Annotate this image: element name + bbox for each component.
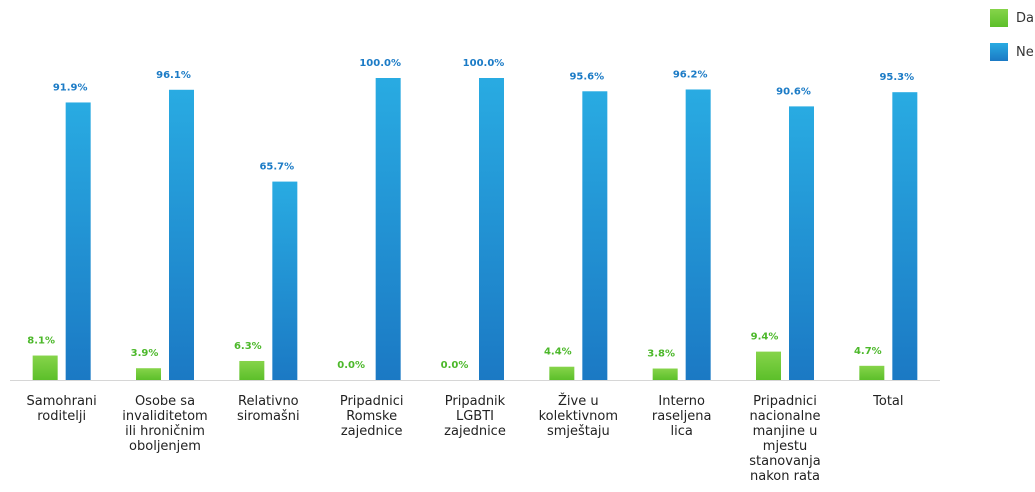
data-label-da-7: 9.4% bbox=[751, 332, 779, 343]
data-label-ne-7: 90.6% bbox=[776, 86, 811, 97]
category-label-line: siromašni bbox=[237, 409, 300, 424]
bar-da-1[interactable] bbox=[136, 368, 161, 380]
data-label-ne-8: 95.3% bbox=[879, 72, 914, 83]
category-label-line: Pripadnici bbox=[340, 394, 404, 409]
bar-ne-3[interactable] bbox=[375, 78, 401, 380]
bar-da-6[interactable] bbox=[652, 368, 678, 380]
category-label-line: Pripadnik bbox=[445, 394, 506, 409]
category-label-line: roditelji bbox=[37, 409, 86, 424]
category-label-line: Osobe sa bbox=[135, 394, 195, 409]
bar-ne-4[interactable] bbox=[479, 78, 504, 380]
bar-ne-6[interactable] bbox=[685, 89, 711, 380]
category-label-line: zajednice bbox=[341, 424, 403, 439]
category-label-6: Interno raseljena lica bbox=[652, 394, 712, 439]
category-label-line: invaliditetom bbox=[122, 409, 207, 424]
category-label-line: Interno bbox=[658, 394, 705, 409]
category-label-line: ili hroničnim bbox=[125, 424, 205, 439]
bar-ne-7[interactable] bbox=[789, 106, 814, 380]
bar-da-8[interactable] bbox=[859, 365, 885, 380]
legend-swatch-ne bbox=[990, 43, 1008, 61]
data-label-da-5: 4.4% bbox=[544, 347, 572, 358]
category-label-line: Romske bbox=[346, 409, 397, 424]
data-label-ne-6: 96.2% bbox=[673, 69, 708, 80]
legend-label-da: Da bbox=[1016, 10, 1034, 26]
category-label-line: lica bbox=[670, 424, 692, 439]
bar-da-5[interactable] bbox=[549, 366, 575, 380]
legend-item-ne[interactable]: Ne bbox=[990, 42, 1034, 62]
labels-group: 8.1% 91.9% Samohrani roditelji 3.9% 96.1% Osob… bbox=[27, 58, 915, 484]
legend: Da Ne bbox=[990, 8, 1034, 76]
category-label-line: Samohrani bbox=[27, 394, 97, 409]
category-label-3: Pripadnici Romske zajednice bbox=[340, 394, 404, 439]
category-label-line: nacionalne bbox=[750, 409, 821, 424]
data-label-ne-4: 100.0% bbox=[463, 58, 505, 69]
data-label-da-3: 0.0% bbox=[337, 360, 365, 371]
category-label-line: mjestu bbox=[763, 439, 807, 454]
category-label-line: Žive u bbox=[558, 393, 599, 409]
category-label-line: oboljenjem bbox=[129, 439, 201, 454]
bar-ne-2[interactable] bbox=[272, 181, 298, 380]
data-label-da-6: 3.8% bbox=[647, 349, 675, 360]
category-label-line: Relativno bbox=[238, 394, 299, 409]
category-label-line: stanovanja bbox=[749, 454, 821, 469]
data-label-da-8: 4.7% bbox=[854, 346, 882, 357]
category-label-0: Samohrani roditelji bbox=[27, 394, 97, 424]
data-label-da-2: 6.3% bbox=[234, 341, 262, 352]
data-label-ne-3: 100.0% bbox=[359, 58, 401, 69]
bar-da-7[interactable] bbox=[756, 351, 781, 380]
category-label-8: Total bbox=[872, 394, 903, 409]
category-label-4: Pripadnik LGBTI zajednice bbox=[444, 394, 506, 439]
bar-ne-5[interactable] bbox=[582, 91, 608, 381]
data-label-ne-1: 96.1% bbox=[156, 70, 191, 81]
legend-item-da[interactable]: Da bbox=[990, 8, 1034, 28]
category-label-line: smještaju bbox=[547, 424, 610, 439]
category-label-line: manjine u bbox=[753, 424, 818, 439]
bar-ne-1[interactable] bbox=[169, 89, 194, 380]
category-label-7: Pripadnici nacionalne manjine u mjestu stano… bbox=[749, 394, 821, 484]
data-label-ne-2: 65.7% bbox=[259, 162, 294, 173]
data-label-da-0: 8.1% bbox=[27, 336, 55, 347]
category-label-line: Pripadnici bbox=[753, 394, 817, 409]
category-label-line: LGBTI bbox=[456, 409, 494, 424]
category-label-2: Relativno siromašni bbox=[237, 394, 300, 424]
legend-label-ne: Ne bbox=[1016, 44, 1034, 60]
category-label-line: Total bbox=[872, 394, 903, 409]
bar-ne-8[interactable] bbox=[892, 92, 918, 380]
category-label-line: raseljena bbox=[652, 409, 712, 424]
legend-swatch-da bbox=[990, 9, 1008, 27]
bar-ne-0[interactable] bbox=[65, 102, 91, 380]
bar-da-2[interactable] bbox=[239, 360, 265, 380]
category-label-line: kolektivnom bbox=[539, 409, 618, 424]
bars-group bbox=[32, 78, 918, 381]
category-label-5: Žive u kolektivnom smještaju bbox=[539, 393, 618, 439]
data-label-ne-0: 91.9% bbox=[53, 82, 88, 93]
category-label-1: Osobe sa invaliditetom ili hroničnim obolje… bbox=[122, 394, 207, 454]
category-label-line: nakon rata bbox=[750, 469, 820, 484]
data-label-ne-5: 95.6% bbox=[569, 71, 604, 82]
data-label-da-1: 3.9% bbox=[131, 348, 159, 359]
data-label-da-4: 0.0% bbox=[441, 360, 469, 371]
category-label-line: zajednice bbox=[444, 424, 506, 439]
bar-da-0[interactable] bbox=[32, 355, 58, 380]
